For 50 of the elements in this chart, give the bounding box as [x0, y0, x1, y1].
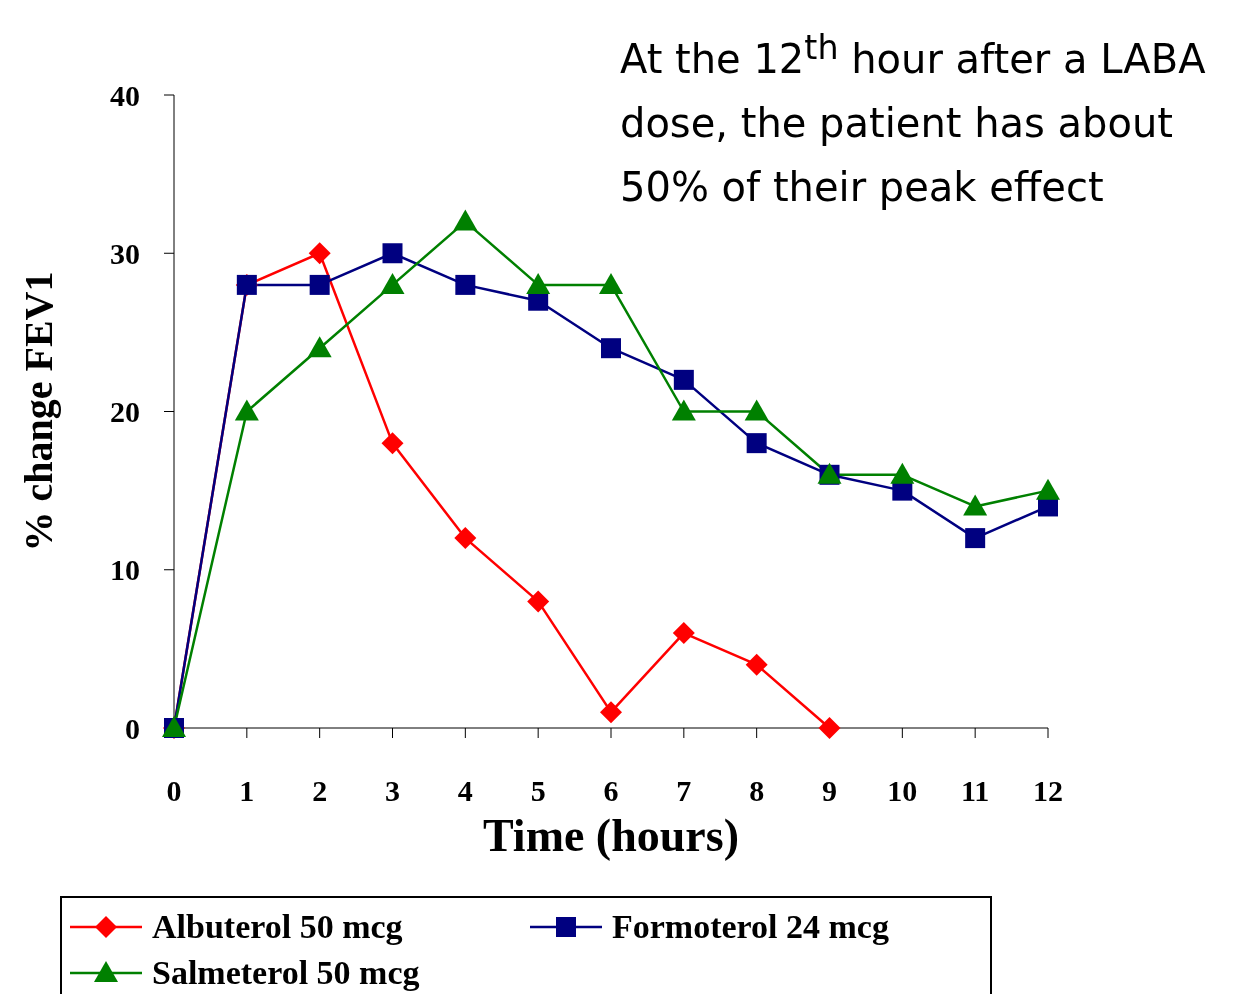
point — [673, 369, 694, 390]
x-tick-label: 6 — [603, 774, 619, 808]
x-tick-label: 4 — [457, 774, 473, 808]
point — [526, 272, 551, 294]
x-tick-label: 10 — [887, 774, 918, 808]
x-tick-label: 8 — [749, 774, 765, 808]
point — [890, 462, 915, 484]
point — [745, 653, 768, 676]
point — [1036, 478, 1060, 500]
legend-label: Salmeterol 50 mcg — [152, 954, 420, 992]
point — [382, 243, 403, 264]
point — [381, 432, 404, 455]
point — [454, 527, 477, 550]
point — [599, 272, 623, 294]
y-tick-label: 10 — [110, 553, 140, 587]
x-tick-label: 2 — [312, 774, 328, 808]
point — [308, 242, 331, 265]
y-tick-label: 30 — [110, 236, 140, 270]
point — [455, 274, 476, 295]
point — [307, 336, 332, 358]
x-tick-label: 12 — [1033, 774, 1063, 808]
x-tick-label: 5 — [530, 774, 546, 808]
point — [963, 494, 988, 516]
x-tick-label: 0 — [166, 774, 182, 808]
point — [746, 433, 767, 454]
annotation: At the 12$^{th}$ hour after a LABA dose, the patient has about 50% of their peak effect — [620, 27, 1207, 213]
y-axis-title: % change FEV1 — [16, 271, 62, 552]
point — [234, 399, 259, 421]
legend-label: Albuterol 50 mcg — [152, 908, 403, 946]
x-tick-label: 1 — [239, 774, 255, 808]
legend-label: Formoterol 24 mcg — [612, 908, 889, 946]
x-tick-label: 7 — [676, 774, 692, 808]
point — [380, 272, 405, 294]
point — [601, 338, 621, 359]
x-tick-label: 9 — [822, 774, 837, 808]
x-tick-label: 11 — [960, 774, 990, 808]
y-tick-label: 0 — [125, 711, 140, 745]
point — [671, 399, 696, 421]
point — [309, 274, 330, 295]
y-tick-label: 20 — [110, 395, 140, 429]
x-axis-title: Time (hours) — [483, 809, 739, 861]
y-tick-label: 40 — [110, 78, 140, 112]
point — [527, 590, 550, 613]
point — [744, 399, 769, 421]
point — [600, 701, 622, 724]
x-tick-label: 3 — [385, 774, 400, 808]
point — [453, 209, 478, 231]
point — [965, 528, 986, 549]
point — [672, 622, 695, 645]
point — [818, 717, 841, 739]
